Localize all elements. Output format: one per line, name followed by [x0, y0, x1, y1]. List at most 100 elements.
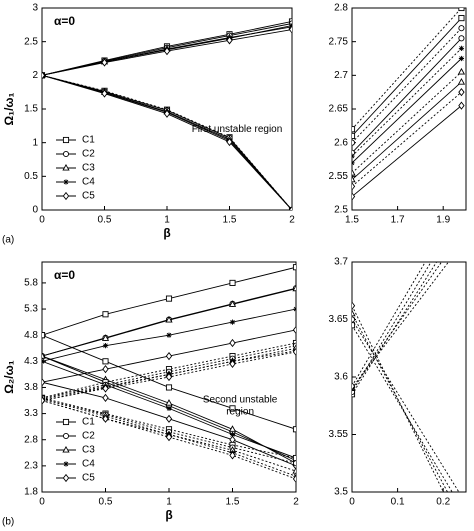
marker	[42, 332, 46, 339]
marker	[229, 338, 236, 348]
marker	[352, 132, 356, 139]
series-group	[352, 262, 460, 492]
region-label: Second unstable	[203, 395, 278, 406]
marker	[62, 445, 70, 453]
marker	[226, 137, 233, 147]
y-axis-label: Ω₂/ω₁	[2, 360, 16, 393]
marker	[288, 25, 292, 34]
marker	[62, 418, 70, 426]
y-tick-label: 3.5	[334, 487, 348, 498]
marker	[165, 384, 173, 391]
series-line	[42, 342, 296, 399]
series-line	[352, 58, 462, 164]
marker	[229, 319, 236, 325]
legend-label: C2	[82, 149, 95, 160]
series-group	[352, 8, 466, 201]
marker	[165, 351, 173, 361]
plot-frame	[351, 261, 467, 493]
marker	[292, 347, 296, 357]
marker	[352, 149, 356, 156]
marker	[458, 35, 465, 42]
y-axis-label: Ω₁/ω₁	[2, 92, 16, 125]
y-tick-label: 3.55	[329, 429, 349, 440]
y-tick-label: 1.8	[24, 487, 38, 498]
legend-label: C5	[82, 191, 95, 202]
marker	[166, 332, 172, 338]
x-axis-label: β	[165, 508, 172, 522]
marker	[352, 126, 356, 133]
marker	[352, 175, 356, 183]
x-tick-label: 1.5	[226, 497, 240, 508]
x-tick-label: 0.2	[436, 497, 450, 508]
series-line	[42, 74, 292, 210]
marker	[228, 300, 237, 307]
panel-label: (a)	[2, 235, 14, 246]
marker	[102, 365, 109, 374]
series-group	[42, 18, 292, 210]
series-line	[352, 37, 462, 154]
marker	[102, 384, 109, 393]
marker	[229, 405, 236, 412]
marker	[229, 431, 236, 438]
legend-label: C1	[82, 417, 95, 428]
x-tick-label: 1.7	[391, 215, 405, 226]
x-tick-label: 1	[164, 215, 170, 226]
marker	[163, 109, 171, 118]
marker	[102, 393, 109, 403]
x-tick-label: 2	[293, 497, 299, 508]
legend-label: C4	[82, 177, 95, 188]
series-line	[42, 397, 296, 459]
marker	[457, 67, 466, 75]
marker	[226, 36, 233, 45]
x-tick-label: 0.5	[98, 215, 112, 226]
marker	[292, 325, 296, 335]
series-line	[352, 305, 444, 492]
region-label: region	[226, 407, 254, 418]
marker	[42, 358, 45, 364]
series-line	[352, 8, 462, 130]
y-tick-label: 4.8	[24, 330, 38, 341]
x-tick-label: 1.9	[436, 215, 450, 226]
marker	[352, 382, 356, 391]
marker	[42, 378, 46, 387]
marker	[62, 432, 70, 440]
y-tick-label: 3.65	[329, 314, 349, 325]
series-line	[352, 325, 453, 492]
marker	[63, 461, 69, 467]
marker	[102, 358, 109, 365]
marker	[101, 334, 110, 341]
marker	[292, 467, 296, 474]
marker	[292, 460, 296, 467]
y-tick-label: 1	[32, 137, 38, 148]
y-tick-label: 3.6	[334, 372, 348, 383]
marker	[229, 451, 236, 460]
series-line	[352, 313, 449, 492]
y-tick-label: 3.3	[24, 408, 38, 419]
marker	[352, 139, 356, 146]
marker	[42, 352, 46, 359]
marker	[458, 25, 465, 32]
marker	[165, 414, 173, 423]
marker	[165, 372, 173, 382]
marker	[292, 474, 296, 484]
y-tick-label: 3.8	[24, 382, 38, 393]
series-line	[42, 74, 292, 210]
series-line	[42, 74, 292, 210]
marker	[101, 58, 108, 67]
marker	[352, 301, 356, 310]
marker	[62, 150, 70, 158]
series-line	[352, 17, 462, 137]
marker	[166, 405, 172, 411]
y-tick-label: 2.7	[334, 70, 348, 81]
y-tick-label: 2.75	[329, 36, 349, 47]
marker	[102, 343, 109, 349]
y-tick-label: 5.8	[24, 278, 38, 289]
series-line	[352, 262, 443, 389]
marker	[102, 311, 109, 318]
series-line	[352, 262, 426, 387]
series-line	[352, 27, 462, 143]
marker	[293, 306, 296, 312]
x-tick-label: 0	[349, 497, 355, 508]
y-tick-label: 2.65	[329, 104, 349, 115]
marker	[228, 425, 237, 432]
